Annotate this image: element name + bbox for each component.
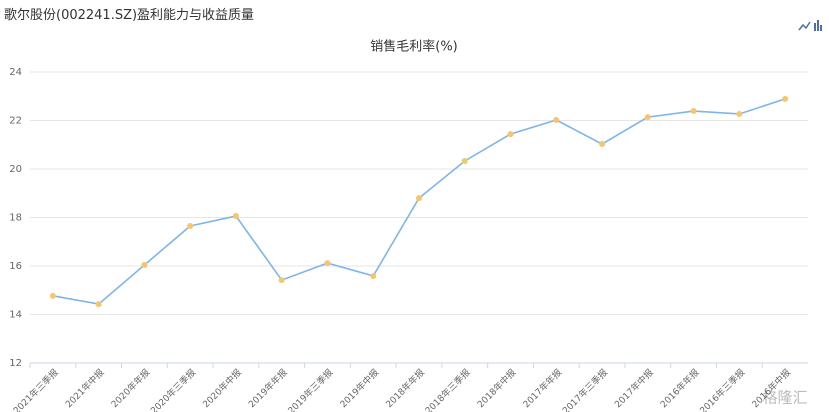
point — [49, 292, 56, 299]
point — [141, 262, 148, 269]
x-tick-label: 2017年年报 — [520, 366, 564, 410]
x-tick-label: 2021年三季报 — [11, 366, 61, 412]
x-tick-label: 2020年三季报 — [148, 366, 198, 412]
point — [736, 110, 743, 117]
x-tick-label: 2016年年报 — [658, 366, 702, 410]
point — [461, 157, 468, 164]
y-tick-label: 16 — [9, 261, 22, 272]
x-tick-label: 2021年中报 — [63, 366, 107, 410]
x-tick-label: 2019年年报 — [246, 366, 290, 410]
point — [324, 260, 331, 267]
point — [644, 114, 651, 121]
x-tick-label: 2018年年报 — [383, 366, 427, 410]
point — [507, 131, 514, 138]
x-tick-label: 2018年三季报 — [423, 366, 473, 412]
y-tick-label: 14 — [9, 310, 22, 321]
x-tick-label: 2017年中报 — [612, 366, 656, 410]
x-tick-label: 2016年三季报 — [697, 366, 747, 412]
point — [782, 95, 789, 102]
point — [416, 195, 422, 202]
page-title: 歌尔股份(002241.SZ)盈利能力与收益质量 — [4, 8, 255, 23]
bar-icon[interactable] — [820, 25, 822, 31]
line — [52, 98, 786, 305]
x-tick-label: 2020年中报 — [200, 366, 244, 410]
point — [370, 272, 377, 279]
x-tick-label: 2017年三季报 — [560, 366, 610, 412]
x-tick-label: 2019年三季报 — [285, 366, 335, 412]
point — [187, 222, 194, 229]
point — [553, 117, 560, 124]
watermark: 格隆汇 — [762, 389, 807, 407]
bar-icon[interactable] — [814, 23, 816, 31]
point — [95, 301, 102, 308]
y-tick-label: 22 — [9, 116, 22, 127]
x-tick-label: 2020年年报 — [109, 366, 153, 410]
point — [599, 141, 606, 148]
point — [232, 213, 239, 220]
y-tick-label: 20 — [9, 164, 22, 175]
y-tick-label: 24 — [9, 67, 22, 78]
chart-title: 销售毛利率(%) — [370, 39, 458, 55]
chart-icons[interactable] — [798, 20, 822, 31]
y-tick-label: 12 — [9, 358, 22, 369]
x-tick-label: 2018年中报 — [475, 366, 519, 410]
x-tick-label: 2019年中报 — [337, 366, 381, 410]
point — [690, 108, 697, 115]
line-icon[interactable] — [798, 21, 811, 31]
bar-icon[interactable] — [817, 20, 819, 31]
y-tick-label: 18 — [9, 213, 22, 224]
point — [278, 277, 285, 284]
